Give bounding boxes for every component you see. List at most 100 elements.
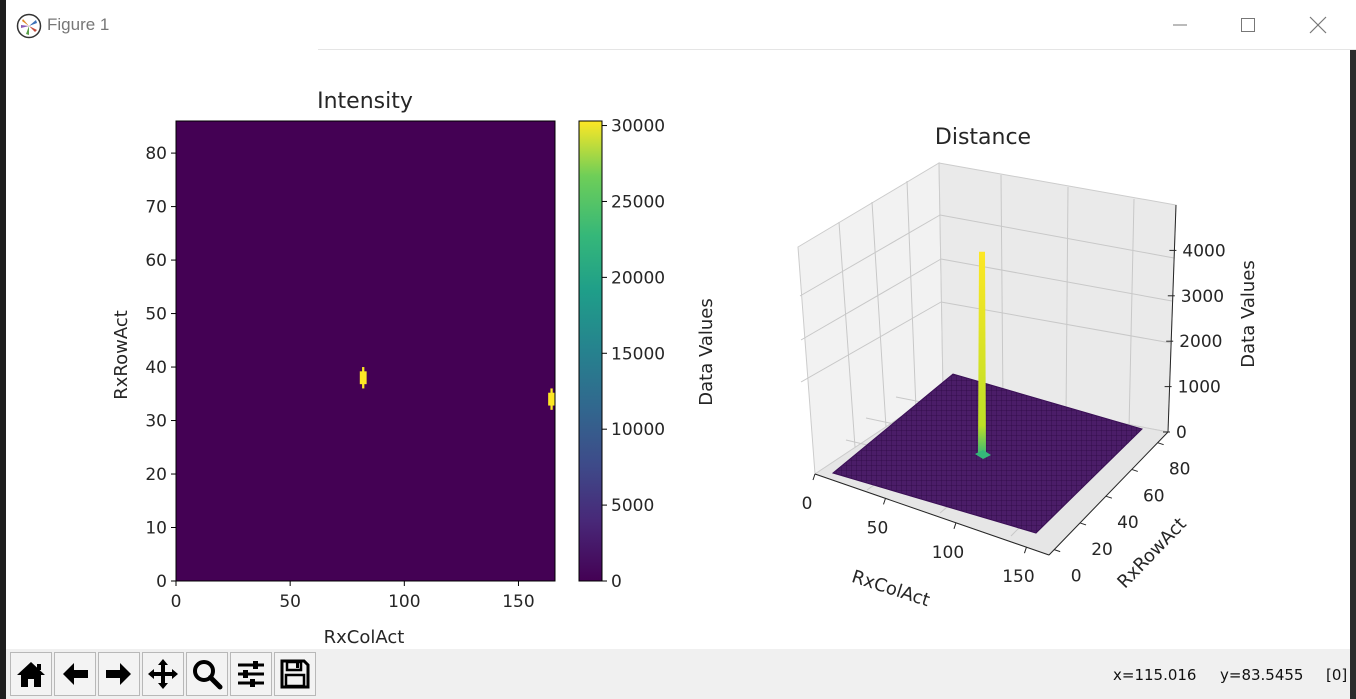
navigation-toolbar: x=115.016 y=83.5455 [0] (6, 649, 1350, 699)
distance-xticks: 0 50 100 150 (802, 473, 1035, 587)
colorbar-label: Data Values (696, 298, 717, 406)
distance-axes3d[interactable]: Distance (797, 125, 1259, 611)
cursor-x-readout: x=115.016 (1113, 666, 1197, 684)
distance-spike (978, 251, 986, 456)
distance-title: Distance (935, 125, 1031, 150)
intensity-ytick-label: 60 (145, 251, 167, 271)
distance-ytick-label: 20 (1091, 540, 1113, 560)
distance-zticks: 0 1000 2000 3000 4000 (1163, 241, 1226, 443)
intensity-ytick-label: 50 (145, 305, 167, 325)
colorbar-tick-label: 5000 (611, 496, 654, 516)
z-axis-line (1167, 204, 1177, 433)
distance-ztick-label: 0 (1176, 423, 1187, 443)
intensity-yticks: 0 10 20 30 40 50 60 70 80 (145, 144, 176, 592)
intensity-xtick-label: 0 (171, 592, 182, 612)
distance-ztick-label: 4000 (1182, 241, 1225, 261)
distance-xtick-label: 50 (867, 518, 889, 538)
intensity-hotspots (359, 367, 555, 410)
zoom-button[interactable] (186, 652, 228, 696)
intensity-ytick-label: 70 (145, 198, 167, 218)
window-border (1350, 50, 1356, 699)
distance-ytick-label: 80 (1169, 460, 1191, 480)
move-icon (148, 659, 178, 689)
distance-ytick-mark (1157, 442, 1164, 446)
intensity-xtick-label: 100 (388, 592, 420, 612)
close-button[interactable] (1284, 0, 1352, 50)
distance-ztick-label: 1000 (1178, 378, 1221, 398)
title-bar: Figure 1 (6, 0, 1356, 50)
intensity-ytick-label: 80 (145, 144, 167, 164)
distance-xtick-label: 150 (1002, 567, 1034, 587)
intensity-frame (175, 120, 556, 582)
distance-ytick-label: 0 (1071, 567, 1082, 587)
distance-xtick-label: 0 (802, 494, 813, 514)
matplotlib-logo-icon (16, 13, 42, 39)
intensity-xtick-label: 150 (502, 592, 534, 612)
intensity-ytick-label: 20 (145, 465, 167, 485)
distance-xtick-mark (812, 473, 816, 481)
distance-xtick-mark (883, 498, 886, 505)
intensity-ytick-label: 0 (156, 572, 167, 592)
distance-zlabel: Data Values (1238, 260, 1259, 368)
intensity-colorbar: 0 5000 10000 15000 20000 25000 30000 Data Valu… (578, 117, 717, 592)
distance-ztick-label: 2000 (1179, 332, 1222, 352)
title-divider (318, 49, 1356, 50)
distance-ztick-label: 3000 (1181, 287, 1224, 307)
colorbar-tick-label: 20000 (611, 268, 665, 288)
distance-xtick-label: 100 (932, 543, 964, 563)
arrow-right-icon (106, 663, 131, 685)
colorbar-tick-label: 30000 (611, 117, 665, 137)
maximize-icon (1241, 18, 1255, 32)
intensity-ytick-label: 10 (145, 519, 167, 539)
window-title: Figure 1 (47, 15, 110, 34)
distance-ytick-label: 60 (1143, 486, 1165, 506)
arrow-left-icon (63, 663, 88, 685)
home-icon (17, 662, 45, 687)
distance-ytick-mark (1131, 468, 1138, 472)
distance-ytick-mark (1105, 495, 1113, 499)
distance-xtick-mark (953, 522, 957, 529)
intensity-ytick-label: 40 (145, 358, 167, 378)
x-axis-line (814, 473, 1050, 556)
close-icon (1309, 16, 1327, 34)
minimize-button[interactable] (1146, 0, 1214, 50)
forward-button[interactable] (98, 652, 140, 696)
colorbar-gradient (578, 120, 603, 582)
distance-xtick-mark (1023, 547, 1027, 554)
magnifier-icon (193, 660, 223, 690)
back-button[interactable] (54, 652, 96, 696)
intensity-xticks: 0 50 100 150 (171, 581, 535, 612)
cursor-y-readout: y=83.5455 (1220, 666, 1304, 684)
intensity-xlabel: RxColAct (324, 627, 405, 648)
spike-base (975, 450, 991, 459)
colorbar-tick-label: 10000 (611, 420, 665, 440)
sliders-icon (238, 661, 264, 687)
y-axis-line (1048, 431, 1169, 556)
intensity-axes[interactable]: Intensity 0 50 100 150 0 10 20 30 40 50 60 70 80 Rx… (111, 89, 556, 648)
colorbar-ticks: 0 5000 10000 15000 20000 25000 30000 (602, 117, 665, 592)
intensity-ylabel: RxRowAct (111, 310, 132, 400)
figure-svg[interactable]: Intensity 0 50 100 150 0 10 20 30 40 50 60 70 80 Rx… (6, 50, 1350, 649)
figure-window: Figure 1 (6, 0, 1356, 699)
intensity-ytick-label: 30 (145, 412, 167, 432)
distance-ytick-label: 40 (1117, 513, 1139, 533)
distance-ytick-mark (1079, 522, 1087, 526)
intensity-image[interactable] (176, 121, 555, 581)
intensity-hotspot (359, 367, 367, 389)
distance-ytick-mark (1054, 549, 1061, 553)
intensity-title: Intensity (317, 89, 413, 114)
floppy-icon (280, 659, 310, 689)
configure-subplots-button[interactable] (230, 652, 272, 696)
figure-canvas[interactable]: Intensity 0 50 100 150 0 10 20 30 40 50 60 70 80 Rx… (6, 50, 1350, 649)
home-button[interactable] (10, 652, 52, 696)
minimize-icon (1173, 24, 1187, 26)
maximize-button[interactable] (1214, 0, 1282, 50)
intensity-hotspot (548, 388, 555, 410)
intensity-xtick-label: 50 (279, 592, 301, 612)
distance-xlabel: RxColAct (849, 566, 932, 611)
save-button[interactable] (274, 652, 316, 696)
colorbar-tick-label: 0 (611, 572, 622, 592)
colorbar-tick-label: 15000 (611, 344, 665, 364)
pan-button[interactable] (142, 652, 184, 696)
